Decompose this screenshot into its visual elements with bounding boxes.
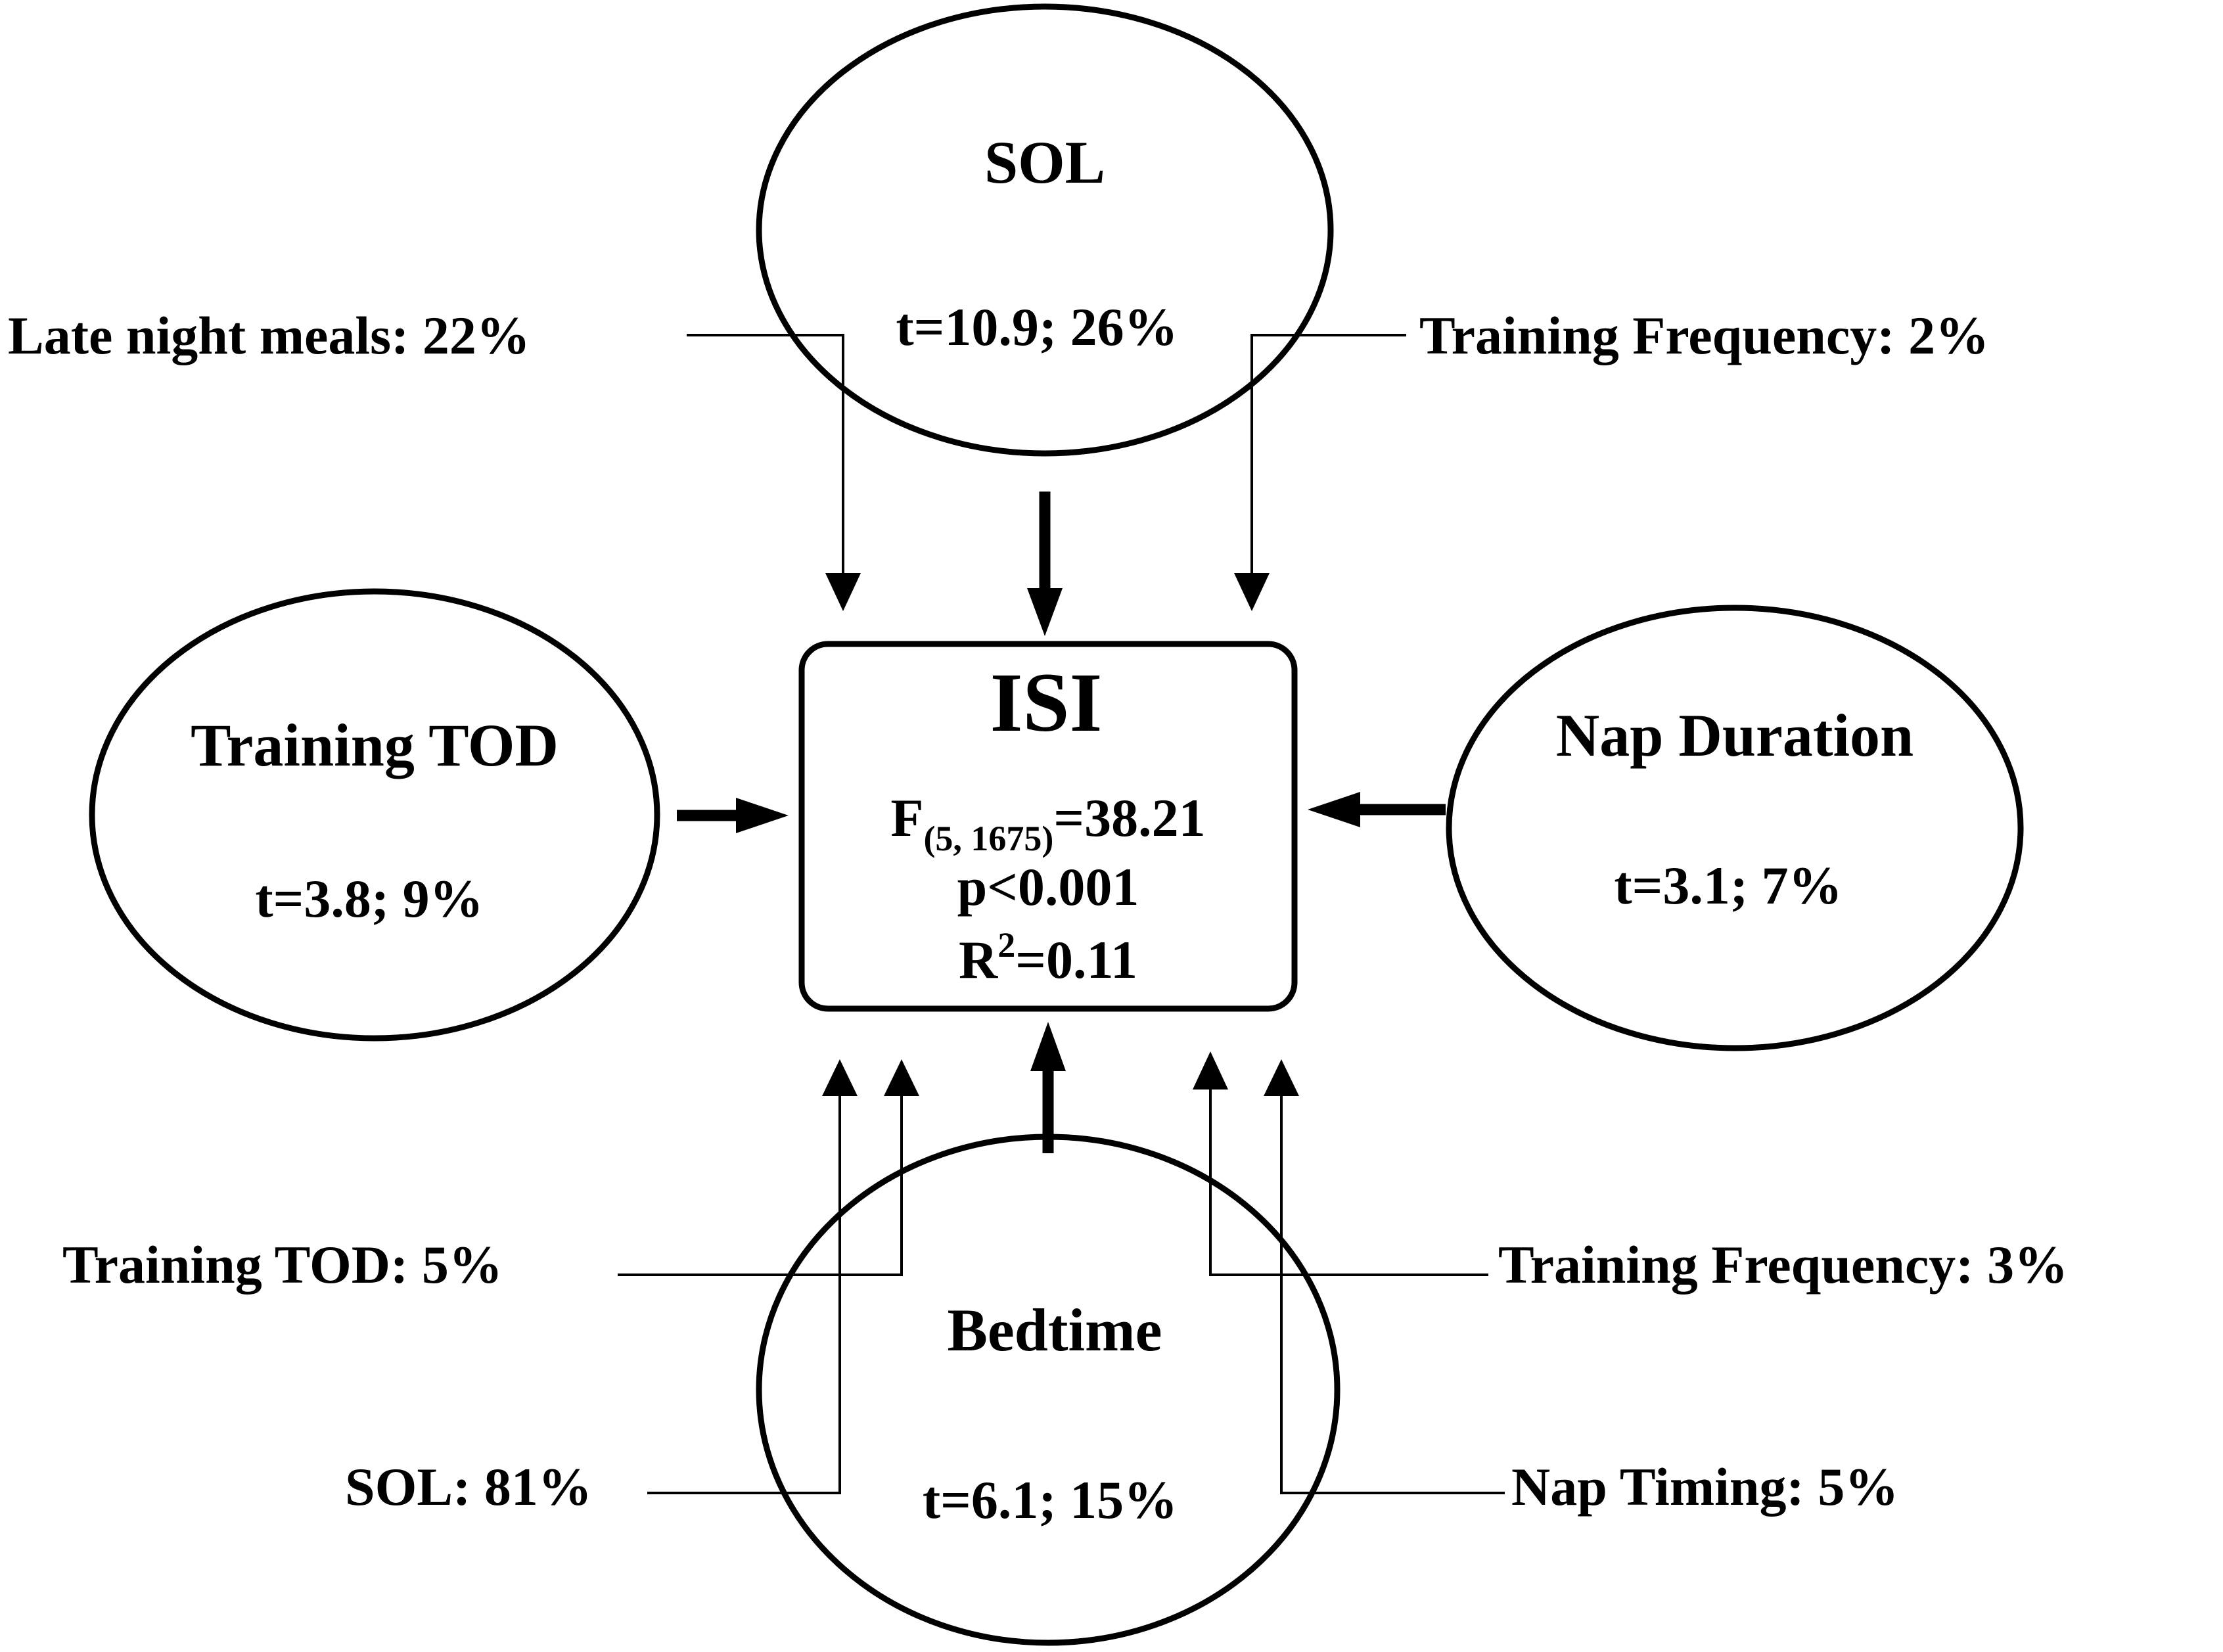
isi-r-squared: R2=0.11	[959, 925, 1137, 990]
late-night-meals-path	[687, 334, 844, 578]
nap-timing-path	[1280, 1091, 1505, 1494]
late-night-meals-arrowhead	[825, 573, 861, 611]
training-frequency-bottom-label: Training Frequency: 3%	[1498, 1235, 2068, 1295]
training-tod-node-stat: t=3.8; 9%	[255, 869, 483, 929]
nap-duration-to-isi-arrowhead	[1308, 792, 1360, 827]
nap-duration-node-stat: t=3.1; 7%	[1614, 856, 1842, 915]
late-night-meals-label: Late night meals: 22%	[8, 306, 530, 365]
isi-title: ISI	[990, 656, 1103, 749]
training-frequency-bottom-arrowhead	[1193, 1051, 1228, 1090]
sol-to-isi-arrowhead	[1027, 588, 1063, 636]
bedtime-node	[756, 1134, 1341, 1646]
training-tod-to-isi-arrowhead	[736, 798, 789, 833]
training-frequency-bottom-path	[1209, 1084, 1488, 1276]
bedtime-node-title: Bedtime	[947, 1296, 1162, 1364]
sol-node	[756, 3, 1334, 457]
sol-bottom-path	[647, 1091, 841, 1494]
isi-r-prefix: R	[959, 930, 998, 990]
nap-duration-node	[1446, 605, 2024, 1051]
isi-f-value: =38.21	[1053, 788, 1205, 848]
training-tod-node	[89, 588, 660, 1042]
training-tod-bottom-label: Training TOD: 5%	[62, 1235, 503, 1295]
sol-bottom-arrowhead	[822, 1059, 858, 1096]
training-tod-bottom-path	[618, 1091, 903, 1276]
isi-outcome-box	[798, 641, 1298, 1012]
nap-duration-node-title: Nap Duration	[1556, 702, 1914, 769]
training-frequency-top-label: Training Frequency: 2%	[1419, 306, 1989, 365]
training-frequency-top-path	[1250, 334, 1406, 578]
isi-f-statistic: F(5, 1675)=38.21	[890, 788, 1205, 858]
isi-r-value: =0.11	[1015, 930, 1137, 990]
nap-timing-label: Nap Timing: 5%	[1511, 1457, 1898, 1517]
bedtime-node-stat: t=6.1; 15%	[923, 1470, 1178, 1530]
bedtime-to-isi-arrowhead	[1030, 1022, 1066, 1071]
sol-node-stat: t=10.9; 26%	[896, 297, 1178, 357]
training-frequency-top-arrowhead	[1234, 573, 1270, 611]
isi-f-prefix: F	[890, 788, 923, 848]
training-tod-node-title: Training TOD	[191, 712, 559, 779]
sol-node-title: SOL	[984, 129, 1105, 196]
isi-f-df: (5, 1675)	[923, 819, 1053, 858]
isi-p-value: p<0.001	[957, 857, 1139, 917]
isi-r-sup: 2	[997, 925, 1015, 965]
sol-bottom-label: SOL: 81%	[345, 1457, 592, 1517]
nap-timing-arrowhead	[1264, 1059, 1299, 1096]
training-tod-bottom-arrowhead	[884, 1059, 919, 1096]
